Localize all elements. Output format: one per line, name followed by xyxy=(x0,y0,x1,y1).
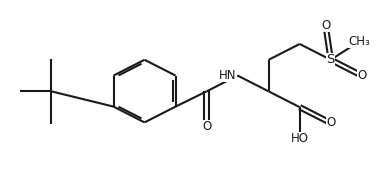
Text: O: O xyxy=(357,69,367,82)
Text: S: S xyxy=(326,53,335,66)
Text: O: O xyxy=(326,117,335,130)
Text: HN: HN xyxy=(219,69,236,82)
Text: O: O xyxy=(202,120,211,133)
Text: O: O xyxy=(321,19,330,32)
Text: HO: HO xyxy=(291,132,309,145)
Text: CH₃: CH₃ xyxy=(348,35,370,48)
